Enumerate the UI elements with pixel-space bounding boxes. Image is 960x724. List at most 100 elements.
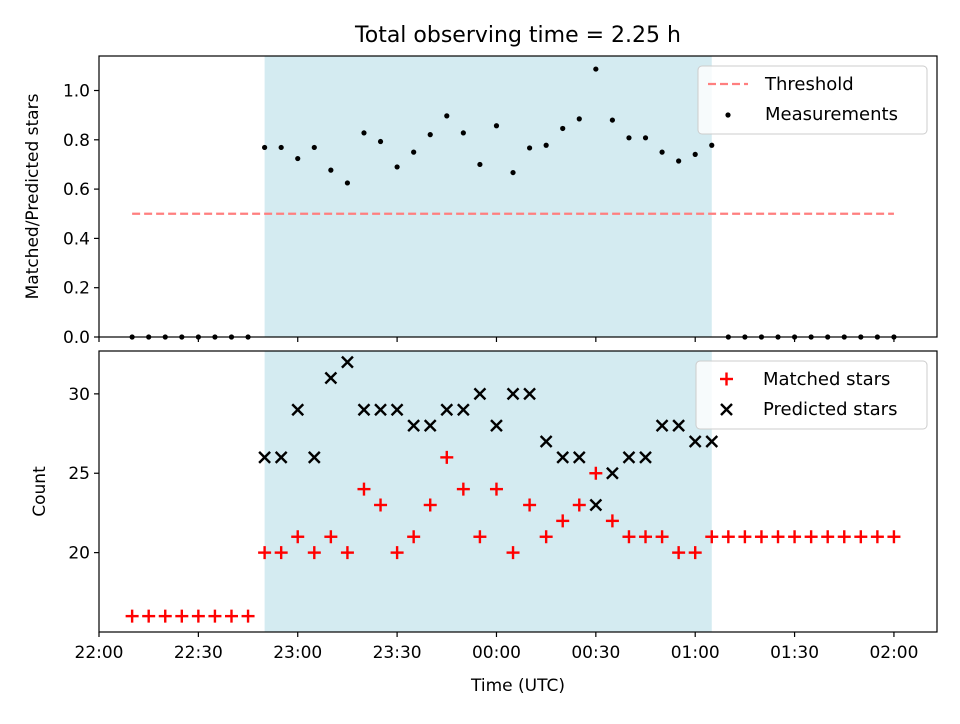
matched-point	[854, 530, 868, 544]
matched-point	[523, 498, 537, 512]
predicted-point	[291, 403, 305, 417]
matched-point	[291, 530, 305, 544]
predicted-point	[423, 419, 437, 432]
matched-point	[175, 609, 189, 623]
legend-predicted-swatch	[720, 403, 733, 416]
predicted-point-b	[440, 403, 454, 417]
measurement-point	[692, 151, 698, 157]
measurement-point	[659, 149, 665, 155]
bottom-x-ticks: 22:00 22:30 23:00 23:30 00:00 00:30 01:00 01:30…	[75, 632, 918, 663]
y-tick-label: 0.6	[63, 180, 90, 200]
matched-point	[887, 530, 901, 544]
y-tick-label: 25	[68, 464, 90, 484]
predicted-point	[539, 435, 553, 448]
measurement-point	[642, 135, 649, 141]
matched-point	[374, 498, 388, 512]
predicted-point-b	[341, 355, 354, 369]
matched-point	[788, 530, 802, 544]
y-tick-label: 0.0	[63, 328, 90, 348]
predicted-point-b	[423, 419, 437, 432]
predicted-point-b	[291, 403, 305, 417]
predicted-point-b	[688, 435, 702, 448]
predicted-point-b	[556, 451, 570, 464]
measurement-point	[427, 132, 433, 138]
legend-measurements-swatch	[725, 112, 731, 118]
predicted-point-b	[324, 371, 338, 385]
measurement-point	[411, 149, 417, 155]
x-tick-label: 01:00	[671, 643, 720, 663]
top-y-axis-label: Matched/Predicted stars	[23, 93, 43, 299]
matched-point	[804, 530, 818, 544]
predicted-point-b	[589, 498, 603, 512]
top-y-ticks: 0.0 0.2 0.4 0.6 0.8 1.0	[63, 82, 99, 348]
predicted-point	[523, 387, 536, 401]
predicted-point	[490, 419, 503, 432]
matched-point	[655, 530, 669, 544]
matched-point	[539, 530, 553, 544]
matched-point	[324, 530, 338, 544]
bottom-y-ticks: 20 25 30	[68, 385, 99, 564]
matched-point	[274, 546, 288, 560]
top-axes-frame	[98, 55, 938, 338]
predicted-point	[473, 387, 487, 401]
matched-point	[456, 482, 470, 496]
matched-point	[738, 530, 752, 544]
matched-point	[390, 546, 404, 560]
predicted-point-b	[258, 451, 271, 464]
predicted-point	[341, 355, 354, 369]
measurement-point	[526, 145, 533, 151]
matched-point	[870, 530, 884, 544]
top-panel: 0.0 0.2 0.4 0.6 0.8 1.0 Matched/Predicted sta…	[23, 55, 938, 348]
matched-point	[754, 530, 768, 544]
predicted-point-b	[490, 419, 503, 432]
matched-point	[506, 546, 520, 560]
measurement-point	[626, 135, 632, 141]
matched-point	[407, 530, 421, 544]
y-tick-label: 20	[68, 544, 90, 564]
bottom-y-axis-label: Count	[30, 466, 50, 517]
matched-point	[605, 514, 619, 528]
bottom-axes-frame	[98, 350, 938, 633]
predicted-point-b	[274, 451, 288, 464]
top-x-ticks	[98, 337, 895, 342]
predicted-point-b	[456, 403, 470, 417]
matched-point	[191, 609, 205, 623]
matched-point	[688, 546, 702, 560]
predicted-point	[324, 371, 338, 385]
x-tick-label: 00:30	[571, 643, 620, 663]
measurement-point	[328, 167, 334, 173]
measurement-point	[477, 161, 483, 168]
measurement-point	[493, 123, 500, 129]
predicted-point	[589, 498, 603, 512]
bottom-legend-box	[695, 360, 928, 430]
matched-points	[125, 450, 901, 623]
matched-point	[258, 546, 272, 560]
predicted-point	[390, 403, 404, 417]
predicted-point-b	[374, 403, 387, 417]
measurement-point	[344, 180, 351, 186]
matched-point	[340, 546, 354, 560]
legend-predicted-label: Predicted stars	[763, 399, 897, 420]
predicted-point-b	[572, 451, 586, 464]
matched-point	[556, 514, 570, 528]
predicted-point	[572, 451, 586, 464]
predicted-point-b	[357, 403, 371, 417]
matched-point	[307, 546, 321, 560]
predicted-point	[672, 419, 685, 432]
matched-point	[489, 482, 503, 496]
matched-point	[241, 609, 255, 623]
matched-point	[142, 609, 156, 623]
top-legend-box	[697, 65, 928, 135]
y-tick-label: 0.2	[63, 279, 90, 299]
predicted-point-b	[407, 419, 421, 432]
matched-point	[672, 546, 686, 560]
predicted-point	[357, 403, 371, 417]
matched-point	[705, 530, 719, 544]
predicted-point	[374, 403, 387, 417]
x-tick-label: 02:00	[869, 643, 918, 663]
matched-point	[440, 450, 454, 464]
predicted-point	[456, 403, 470, 417]
predicted-point	[274, 451, 288, 464]
predicted-point	[622, 451, 636, 464]
x-tick-label: 22:00	[75, 643, 124, 663]
